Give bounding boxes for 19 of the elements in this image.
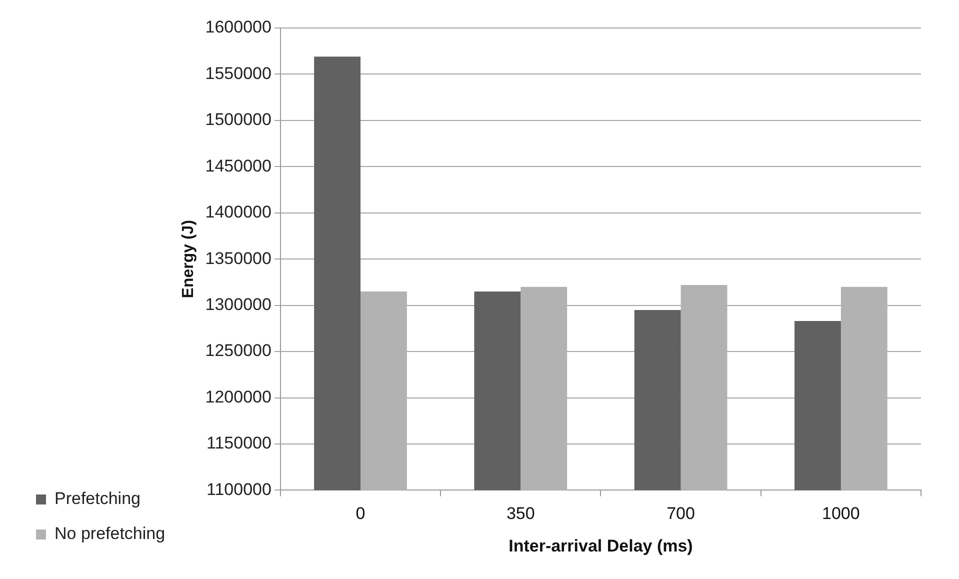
y-tick-label: 1450000 [205,156,272,176]
y-tick-label: 1400000 [205,202,272,222]
y-tick-label: 1300000 [205,295,272,314]
y-tick-label: 1200000 [205,387,272,406]
y-tick-label: 1100000 [206,480,272,499]
x-tick-label: 350 [506,504,535,524]
y-tick-label: 1600000 [205,18,272,37]
x-axis-title: Inter-arrival Delay (ms) [508,536,693,556]
y-axis-title: Energy (J) [180,220,198,298]
y-tick-label: 1350000 [205,248,272,268]
y-tick-label: 1150000 [206,434,272,453]
x-tick-label: 700 [666,504,695,524]
legend-label: Prefetching [54,489,140,508]
legend-label: No prefetching [54,524,166,544]
x-tick-label: 0 [356,504,366,524]
y-tick-label: 1250000 [205,341,272,360]
y-tick-label: 1550000 [205,64,272,83]
x-tick-label: 1000 [822,504,860,524]
y-tick-label: 1500000 [205,110,272,130]
